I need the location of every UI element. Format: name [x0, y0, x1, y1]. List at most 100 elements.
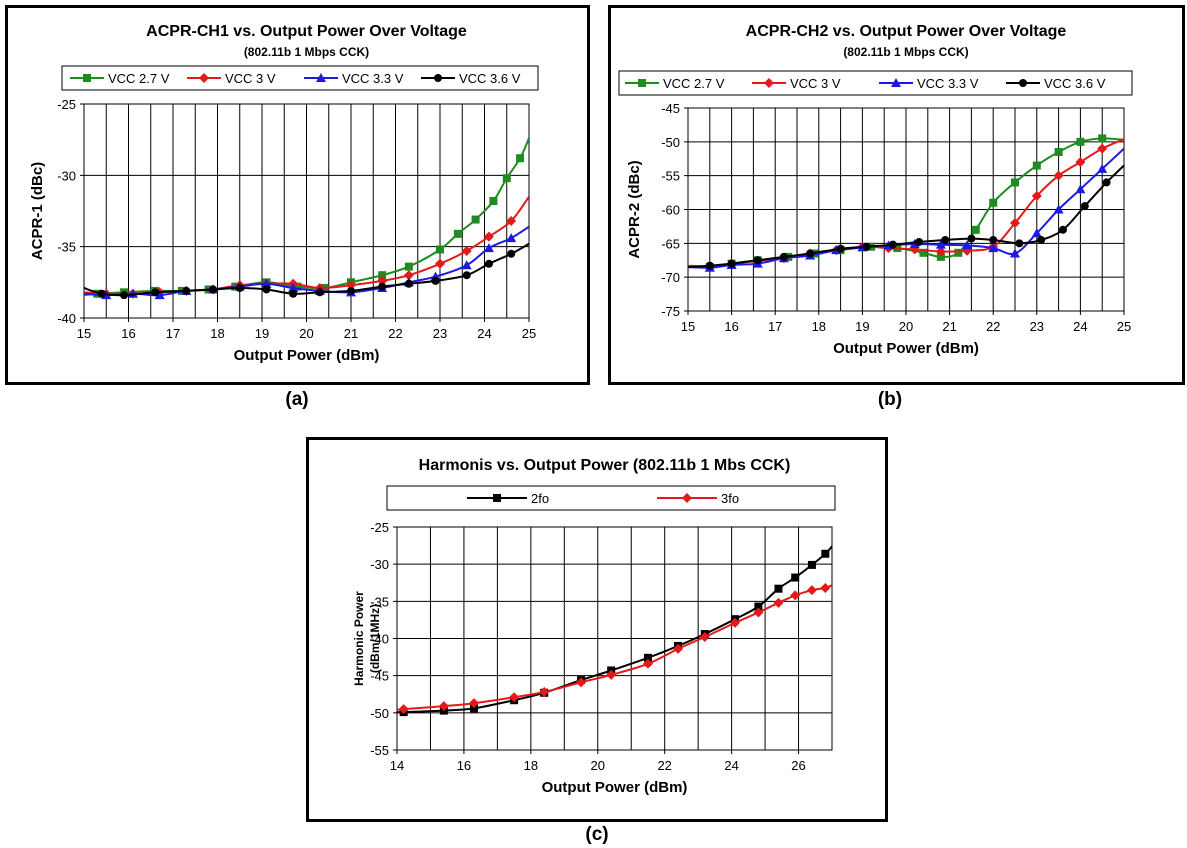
y-tick-label: -45 — [370, 669, 389, 684]
data-point — [919, 248, 928, 257]
x-tick-label: 16 — [457, 758, 471, 773]
data-point — [988, 243, 999, 253]
series-layer — [84, 137, 529, 300]
data-point — [1032, 161, 1041, 170]
x-tick-label: 20 — [299, 326, 313, 341]
data-point — [915, 237, 924, 246]
y-tick-label: -45 — [661, 101, 680, 116]
legend-item: VCC 2.7 V — [625, 76, 725, 91]
data-point — [1058, 225, 1067, 234]
data-point — [506, 233, 517, 243]
x-axis-label: Output Power (dBm) — [833, 340, 979, 357]
y-axis-label: Harmonic Power — [352, 591, 366, 686]
data-point — [261, 278, 272, 288]
x-tick-label: 15 — [681, 319, 695, 334]
legend-label: 2fo — [531, 491, 549, 506]
data-point — [1011, 178, 1019, 187]
y-axis-label: ACPR-1 (dBc) — [29, 162, 46, 260]
data-point — [315, 288, 324, 297]
legend-label: VCC 3.3 V — [342, 71, 404, 86]
data-point — [1053, 170, 1064, 181]
data-point — [506, 215, 517, 226]
chart-title: ACPR-CH1 vs. Output Power Over Voltage — [146, 23, 467, 40]
data-point — [699, 632, 710, 643]
legend-swatch-marker — [83, 74, 91, 82]
data-point — [346, 280, 356, 291]
gridlines — [393, 526, 833, 754]
data-point — [791, 573, 800, 582]
data-point — [489, 197, 498, 206]
data-point — [507, 249, 516, 258]
data-point — [509, 692, 520, 703]
y-tick-label: -75 — [661, 304, 680, 319]
x-tick-label: 17 — [166, 326, 180, 341]
legend-box — [386, 485, 836, 511]
data-point — [888, 240, 897, 249]
data-point — [289, 289, 298, 298]
y-tick-label: -70 — [661, 270, 680, 285]
data-point — [461, 245, 472, 256]
data-point — [779, 252, 788, 261]
legend: VCC 2.7 V VCC 3 V VCC 3.3 V VCC 3.6 V — [618, 70, 1133, 96]
data-point — [288, 283, 299, 293]
x-tick-label: 15 — [77, 326, 91, 341]
data-point — [461, 260, 472, 270]
data-point — [1031, 190, 1042, 201]
data-point — [989, 235, 998, 244]
x-tick-label: 24 — [1073, 319, 1087, 334]
chart-subtitle: (802.11b 1 Mbps CCK) — [843, 45, 968, 59]
data-point — [1076, 137, 1085, 146]
x-tick-labels: 14 16 18 20 22 24 26 — [390, 758, 806, 773]
series — [84, 242, 529, 300]
caption-c: (c) — [585, 824, 609, 845]
series-layer — [397, 545, 832, 717]
y-tick-label: -65 — [661, 236, 680, 251]
legend-label: VCC 3.6 V — [1044, 76, 1106, 91]
data-point — [1054, 147, 1063, 156]
x-tick-label: 25 — [522, 326, 536, 341]
data-point — [967, 234, 976, 243]
x-tick-label: 19 — [255, 326, 269, 341]
x-tick-label: 23 — [1030, 319, 1044, 334]
data-point — [378, 271, 387, 280]
data-point — [729, 617, 740, 628]
legend-item: VCC 2.7 V — [70, 71, 170, 86]
data-point — [806, 585, 817, 596]
x-tick-label: 20 — [591, 758, 605, 773]
legend-item: VCC 3.3 V — [879, 76, 979, 91]
chart-title: Harmonis vs. Output Power (802.11b 1 Mbs… — [419, 457, 791, 474]
y-tick-label: -50 — [370, 706, 389, 721]
legend-item: VCC 3.6 V — [421, 71, 521, 86]
data-point — [821, 549, 830, 558]
x-tick-label: 18 — [210, 326, 224, 341]
data-point — [235, 284, 244, 293]
legend-label: VCC 3.3 V — [917, 76, 979, 91]
x-tick-label: 18 — [524, 758, 538, 773]
y-tick-label: -30 — [57, 168, 76, 183]
legend-box — [618, 70, 1133, 96]
data-point — [462, 271, 471, 280]
data-point — [774, 584, 783, 593]
legend-swatch-marker — [891, 78, 901, 87]
data-point — [989, 198, 998, 207]
y-tick-label: -55 — [370, 743, 389, 758]
x-tick-label: 22 — [388, 326, 402, 341]
data-point — [469, 704, 478, 713]
x-axis-label: Output Power (dBm) — [542, 779, 688, 796]
caption-b: (b) — [877, 389, 903, 410]
legend-swatch-marker — [199, 73, 209, 83]
data-point — [1010, 248, 1020, 258]
x-tick-label: 26 — [791, 758, 805, 773]
y-tick-label: -30 — [370, 557, 389, 572]
series — [688, 164, 1124, 270]
chart-title: ACPR-CH2 vs. Output Power Over Voltage — [746, 23, 1067, 40]
legend-swatch-marker — [638, 79, 646, 87]
data-point — [154, 290, 165, 300]
data-point — [971, 225, 980, 234]
y-tick-label: -25 — [370, 520, 389, 535]
data-point — [262, 285, 271, 294]
legend-item: VCC 3 V — [187, 71, 276, 86]
data-point — [436, 245, 444, 254]
data-point — [404, 279, 413, 288]
x-tick-label: 20 — [899, 319, 913, 334]
